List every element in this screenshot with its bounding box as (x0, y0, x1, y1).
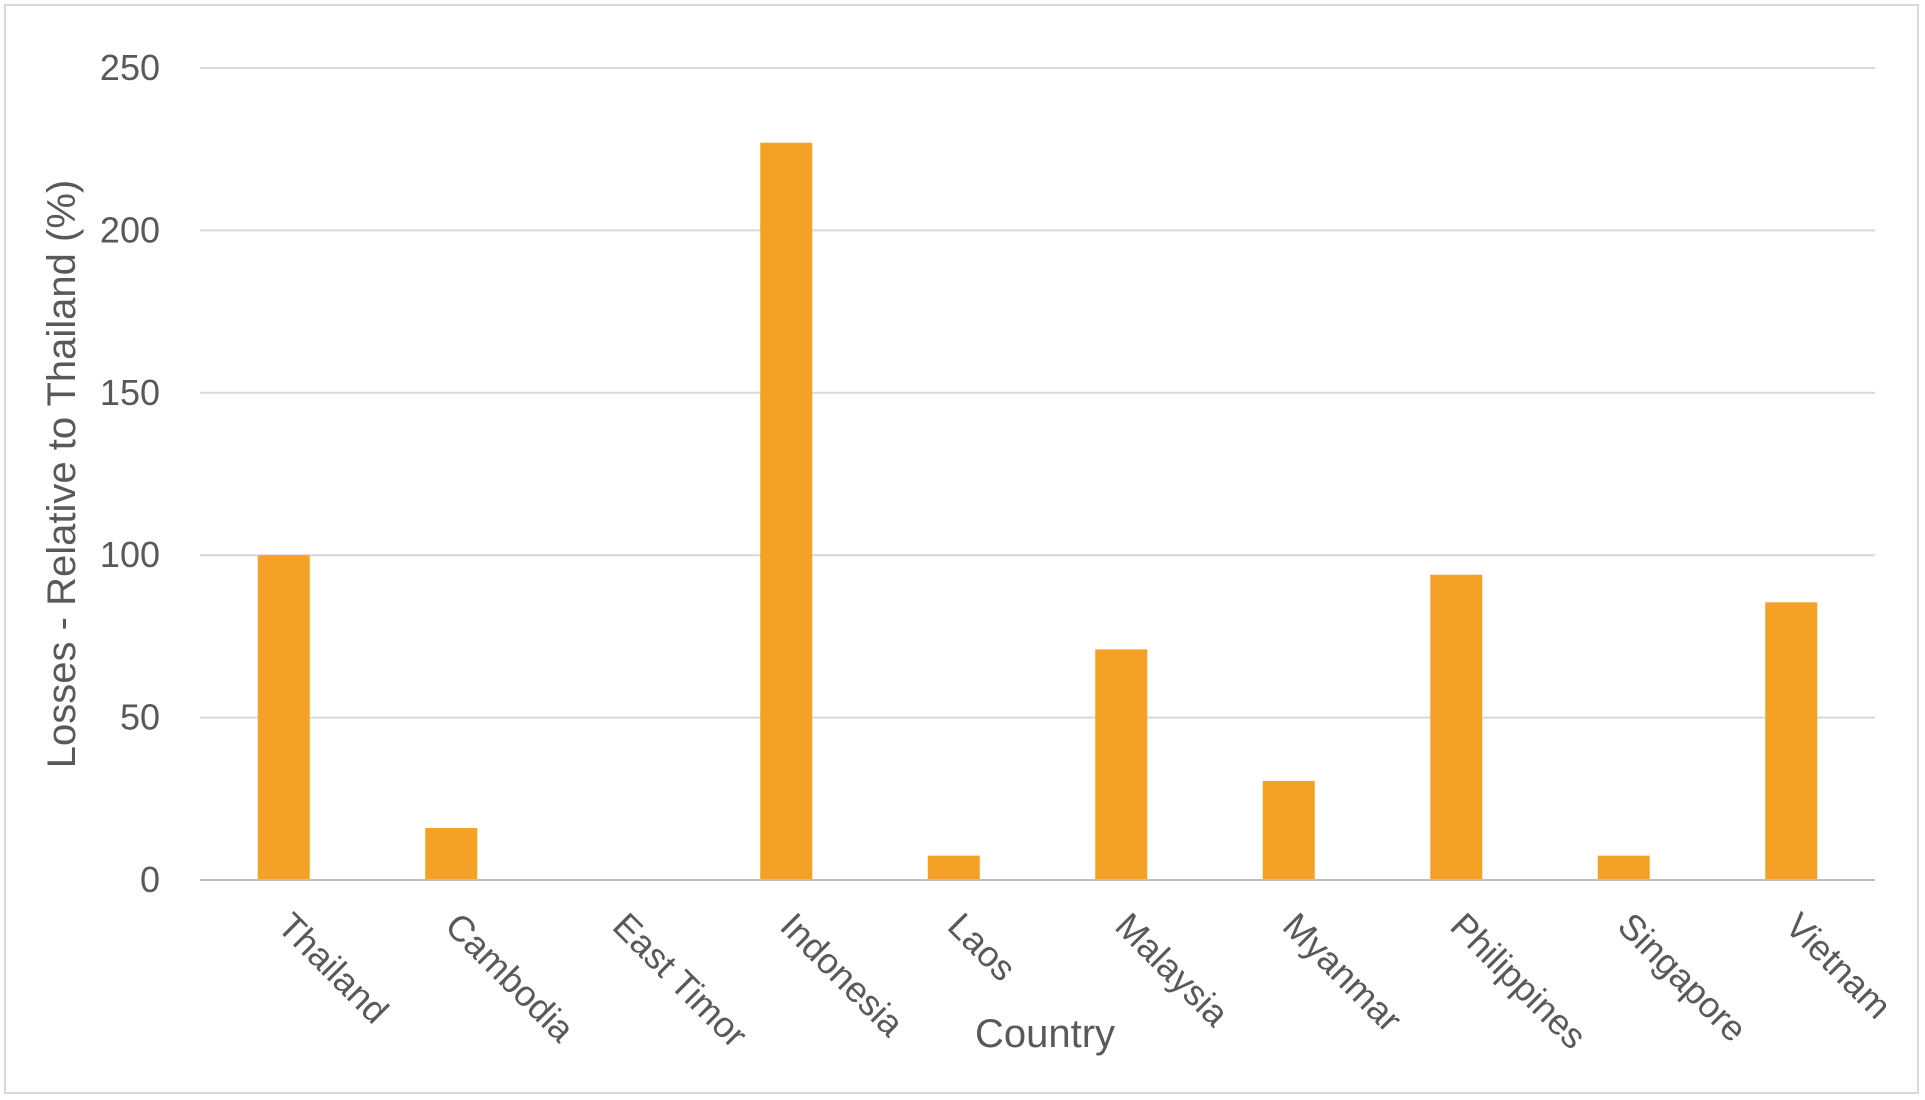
y-tick-label: 150 (100, 372, 160, 413)
bar-malaysia (1095, 649, 1148, 880)
bar-thailand (257, 555, 310, 880)
y-tick-label: 250 (100, 47, 160, 88)
x-tick-label: Cambodia (438, 905, 584, 1051)
x-tick-label: Thailand (270, 905, 397, 1032)
y-tick-label: 200 (100, 209, 160, 250)
chart-frame (4, 4, 1919, 1094)
bar-philippines (1430, 574, 1483, 880)
bar-myanmar (1262, 780, 1315, 880)
bar-indonesia (760, 142, 813, 881)
x-tick-label: Malaysia (1108, 905, 1238, 1035)
x-tick-label: Myanmar (1275, 905, 1410, 1040)
bar-cambodia (425, 828, 478, 880)
x-tick-label: Indonesia (773, 905, 913, 1045)
bar-laos (927, 855, 980, 880)
x-tick-label: Singapore (1610, 905, 1755, 1050)
bar-series (257, 142, 1818, 881)
x-tick-label: East Timor (605, 905, 756, 1056)
y-tick-label: 100 (100, 534, 160, 575)
gridlines (200, 67, 1875, 719)
x-tick-label: Laos (940, 905, 1024, 989)
x-tick-label: Philippines (1443, 905, 1595, 1057)
y-tick-labels: 0 50 100 150 200 250 (100, 47, 160, 900)
y-tick-label: 50 (120, 697, 160, 738)
x-tick-label: Vietnam (1778, 905, 1900, 1027)
y-tick-label: 0 (140, 859, 160, 900)
bar-singapore (1597, 855, 1650, 880)
y-axis-title: Losses - Relative to Thailand (%) (40, 180, 84, 768)
x-axis-title: Country (975, 1012, 1115, 1056)
bar-vietnam (1765, 602, 1818, 880)
